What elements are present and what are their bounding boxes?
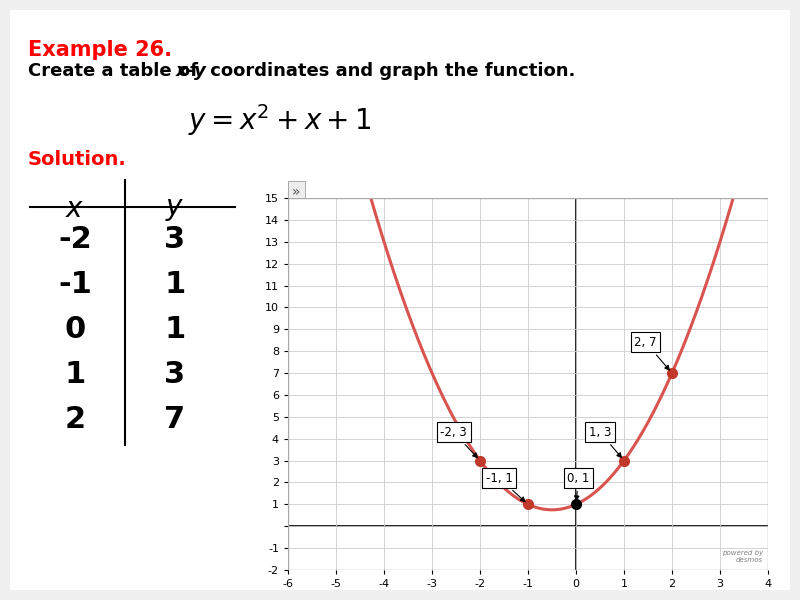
Text: 3: 3 (165, 225, 186, 254)
Text: 1: 1 (164, 270, 186, 299)
Text: 2, 7: 2, 7 (634, 336, 670, 370)
Text: -2: -2 (58, 225, 92, 254)
Text: 7: 7 (165, 405, 186, 434)
Text: powered by
desmos: powered by desmos (722, 550, 763, 563)
FancyBboxPatch shape (10, 10, 790, 590)
Text: x-y: x-y (176, 62, 207, 80)
Text: $\mathit{y} = \mathit{x}^{2} + \mathit{x} + 1$: $\mathit{y} = \mathit{x}^{2} + \mathit{x… (188, 102, 372, 138)
Text: 1: 1 (64, 360, 86, 389)
Text: -2, 3: -2, 3 (440, 425, 478, 458)
Text: »: » (292, 185, 301, 199)
Text: 3: 3 (165, 360, 186, 389)
Text: 1: 1 (164, 315, 186, 344)
Text: 0, 1: 0, 1 (567, 472, 590, 500)
Text: Example 26.: Example 26. (28, 40, 172, 60)
Text: $\mathit{y}$: $\mathit{y}$ (166, 195, 185, 223)
Text: 0: 0 (64, 315, 86, 344)
Text: -1: -1 (58, 270, 92, 299)
Text: coordinates and graph the function.: coordinates and graph the function. (204, 62, 575, 80)
Text: -1, 1: -1, 1 (486, 472, 525, 502)
Text: $\mathit{x}$: $\mathit{x}$ (66, 195, 85, 223)
Text: 2: 2 (65, 405, 86, 434)
Text: Solution.: Solution. (28, 150, 126, 169)
Text: 1, 3: 1, 3 (589, 425, 622, 458)
Text: Create a table of: Create a table of (28, 62, 204, 80)
